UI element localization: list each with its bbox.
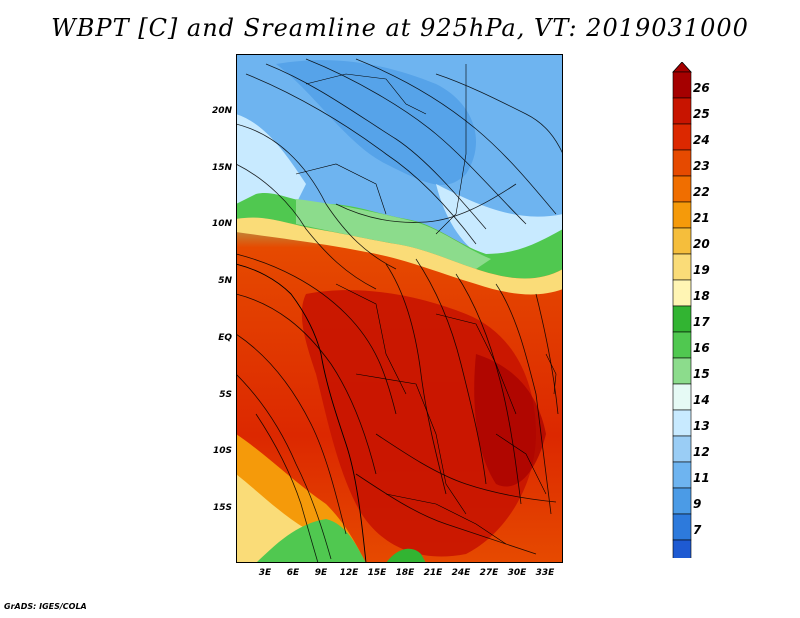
colorbar-label: 20 <box>693 237 710 251</box>
y-tick-label: EQ <box>218 333 232 343</box>
colorbar-cell <box>672 305 692 333</box>
x-tick-label: 3E <box>258 568 272 578</box>
colorbar-label: 19 <box>693 263 710 277</box>
colorbar-cell <box>672 71 692 99</box>
colorbar-cell <box>672 123 692 151</box>
x-tick-label: 18E <box>395 568 415 578</box>
y-tick-label: 5N <box>218 276 232 286</box>
colorbar-cell <box>672 253 692 281</box>
x-tick-label: 15E <box>367 568 387 578</box>
x-tick-label: 33E <box>535 568 555 578</box>
y-tick-label: 15S <box>212 503 232 513</box>
y-tick-label: 10N <box>211 219 232 229</box>
streamlines <box>236 58 563 563</box>
y-tick-label: 10S <box>212 446 232 456</box>
grads-credit: GrADS: IGES/COLA <box>4 602 87 611</box>
colorbar-cell <box>672 331 692 359</box>
colorbar-label: 14 <box>693 393 710 407</box>
x-tick-label: 27E <box>479 568 499 578</box>
colorbar-cell <box>672 357 692 385</box>
colorbar-cell <box>672 513 692 541</box>
colorbar-label: 26 <box>693 81 710 95</box>
colorbar-cell <box>672 97 692 125</box>
chart-title: WBPT [C] and Sreamline at 925hPa, VT: 20… <box>51 14 749 42</box>
colorbar-cell <box>672 539 692 558</box>
colorbar <box>672 62 692 558</box>
colorbar-label: 7 <box>693 523 702 537</box>
colorbar-top-arrow <box>672 62 692 73</box>
colorbar-cell <box>672 435 692 463</box>
colorbar-label: 25 <box>693 107 710 121</box>
colorbar-cell <box>672 227 692 255</box>
cool-region-pale-east <box>436 184 563 259</box>
colorbar-label: 9 <box>693 497 702 511</box>
cool-region-light <box>276 60 476 185</box>
colorbar-cell <box>672 279 692 307</box>
country-borders <box>295 64 557 545</box>
colorbar-label: 24 <box>693 133 710 147</box>
y-tick-label: 20N <box>211 106 232 116</box>
y-tick-label: 5S <box>219 390 232 400</box>
green-belt-light <box>296 199 491 269</box>
x-tick-label: 9E <box>314 568 328 578</box>
x-tick-label: 30E <box>507 568 527 578</box>
map-plot <box>236 54 563 563</box>
x-tick-label: 12E <box>339 568 359 578</box>
yellow-belt <box>236 217 563 295</box>
x-tick-label: 21E <box>423 568 443 578</box>
y-tick-label: 15N <box>211 163 232 173</box>
colorbar-cell <box>672 461 692 489</box>
colorbar-label: 23 <box>693 159 710 173</box>
cool-region-pale <box>236 114 306 204</box>
colorbar-cell <box>672 175 692 203</box>
colorbar-cell <box>672 149 692 177</box>
colorbar-label: 11 <box>693 471 710 485</box>
colorbar-label: 12 <box>693 445 710 459</box>
hot-core-east <box>474 354 546 487</box>
colorbar-label: 13 <box>693 419 710 433</box>
se-green <box>386 548 426 563</box>
colorbar-label: 18 <box>693 289 710 303</box>
colorbar-label: 21 <box>693 211 710 225</box>
coastline <box>236 263 367 563</box>
colorbar-cell <box>672 409 692 437</box>
colorbar-cell <box>672 383 692 411</box>
colorbar-label: 22 <box>693 185 710 199</box>
colorbar-label: 17 <box>693 315 710 329</box>
colorbar-cell <box>672 487 692 515</box>
colorbar-label: 15 <box>693 367 710 381</box>
x-tick-label: 6E <box>286 568 300 578</box>
x-tick-label: 24E <box>451 568 471 578</box>
sw-green <box>256 519 366 563</box>
colorbar-label: 16 <box>693 341 710 355</box>
colorbar-cell <box>672 201 692 229</box>
